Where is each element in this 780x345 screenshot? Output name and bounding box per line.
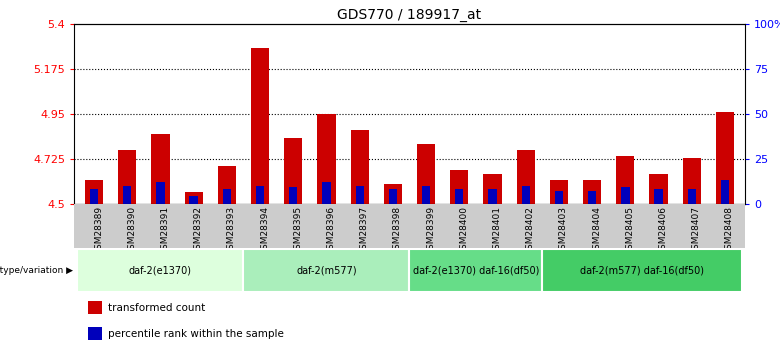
Bar [218, 166, 236, 204]
Bar [721, 180, 729, 204]
Bar [151, 134, 169, 204]
Bar [682, 158, 701, 204]
Bar [185, 191, 203, 204]
Text: genotype/variation ▶: genotype/variation ▶ [0, 266, 73, 275]
Bar [583, 180, 601, 204]
Bar [251, 48, 269, 204]
Bar [118, 150, 136, 204]
Text: GSM28401: GSM28401 [492, 206, 502, 255]
Bar [621, 187, 629, 204]
Bar [322, 182, 331, 204]
Text: GSM28396: GSM28396 [327, 206, 335, 255]
Bar [716, 112, 734, 204]
Bar [289, 187, 297, 204]
Text: GSM28406: GSM28406 [658, 206, 668, 255]
Bar [488, 189, 497, 204]
Bar [650, 174, 668, 204]
Bar [156, 182, 165, 204]
Text: GSM28408: GSM28408 [725, 206, 734, 255]
FancyBboxPatch shape [410, 249, 542, 292]
Bar [90, 189, 98, 204]
Bar [456, 189, 463, 204]
Bar [317, 114, 335, 204]
Text: daf-2(m577) daf-16(df50): daf-2(m577) daf-16(df50) [580, 266, 704, 276]
Text: GSM28398: GSM28398 [393, 206, 402, 255]
Bar [256, 186, 264, 204]
Text: GSM28404: GSM28404 [592, 206, 601, 255]
Bar [356, 186, 363, 204]
Bar [484, 174, 502, 204]
Title: GDS770 / 189917_at: GDS770 / 189917_at [338, 8, 481, 22]
Text: GSM28394: GSM28394 [260, 206, 269, 255]
Bar [516, 150, 535, 204]
Text: GSM28399: GSM28399 [426, 206, 435, 255]
Text: percentile rank within the sample: percentile rank within the sample [108, 329, 283, 338]
Bar [123, 186, 131, 204]
Bar [688, 189, 696, 204]
Text: GSM28405: GSM28405 [626, 206, 634, 255]
Text: daf-2(e1370): daf-2(e1370) [129, 266, 192, 276]
Text: daf-2(e1370) daf-16(df50): daf-2(e1370) daf-16(df50) [413, 266, 539, 276]
Text: GSM28397: GSM28397 [360, 206, 369, 255]
Bar [384, 184, 402, 204]
FancyBboxPatch shape [542, 249, 742, 292]
Bar [450, 170, 469, 204]
Text: GSM28389: GSM28389 [94, 206, 103, 255]
Bar [555, 191, 563, 204]
Text: GSM28392: GSM28392 [193, 206, 203, 255]
Text: GSM28395: GSM28395 [293, 206, 303, 255]
Text: GSM28391: GSM28391 [161, 206, 169, 255]
Text: daf-2(m577): daf-2(m577) [296, 266, 356, 276]
Bar [417, 144, 435, 204]
Bar [87, 301, 102, 314]
Bar [284, 138, 303, 204]
Text: GSM28393: GSM28393 [227, 206, 236, 255]
Bar [85, 180, 103, 204]
Bar [550, 180, 568, 204]
Bar [223, 189, 231, 204]
Text: GSM28403: GSM28403 [559, 206, 568, 255]
Text: GSM28402: GSM28402 [526, 206, 535, 255]
Text: GSM28407: GSM28407 [692, 206, 700, 255]
Bar [190, 196, 198, 204]
Text: GSM28400: GSM28400 [459, 206, 468, 255]
FancyBboxPatch shape [243, 249, 410, 292]
Bar [422, 186, 431, 204]
Text: GSM28390: GSM28390 [127, 206, 136, 255]
Bar [588, 191, 596, 204]
Bar [87, 327, 102, 340]
Bar [616, 156, 634, 204]
Text: transformed count: transformed count [108, 303, 205, 313]
Bar [350, 130, 369, 204]
Bar [522, 186, 530, 204]
Bar [654, 189, 663, 204]
Bar [388, 189, 397, 204]
FancyBboxPatch shape [77, 249, 243, 292]
